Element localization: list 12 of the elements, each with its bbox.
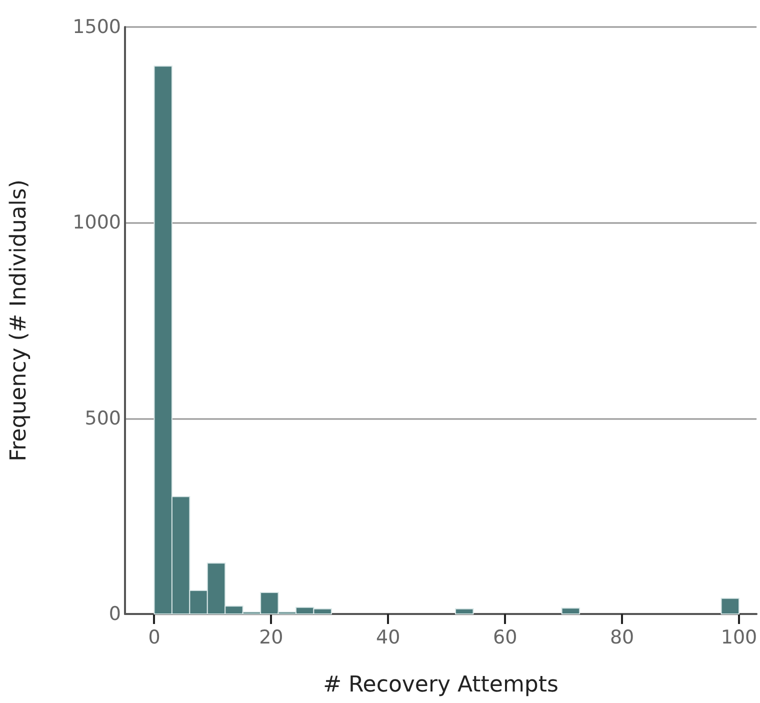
- x-tick-label: 40: [376, 626, 400, 648]
- y-tick-label: 1500: [72, 16, 121, 38]
- x-tick-label: 80: [610, 626, 634, 648]
- y-tick-label: 0: [108, 603, 121, 625]
- x-tick-label: 100: [720, 626, 758, 648]
- y-tick-label: 500: [84, 407, 121, 430]
- x-tick-label: 20: [259, 626, 284, 648]
- y-tick-label: 1000: [72, 212, 121, 234]
- x-tick-label: 0: [148, 626, 160, 648]
- y-axis-title: Frequency (# Individuals): [6, 180, 32, 462]
- x-axis-title: # Recovery Attempts: [323, 672, 558, 698]
- x-tick-label: 60: [493, 626, 518, 648]
